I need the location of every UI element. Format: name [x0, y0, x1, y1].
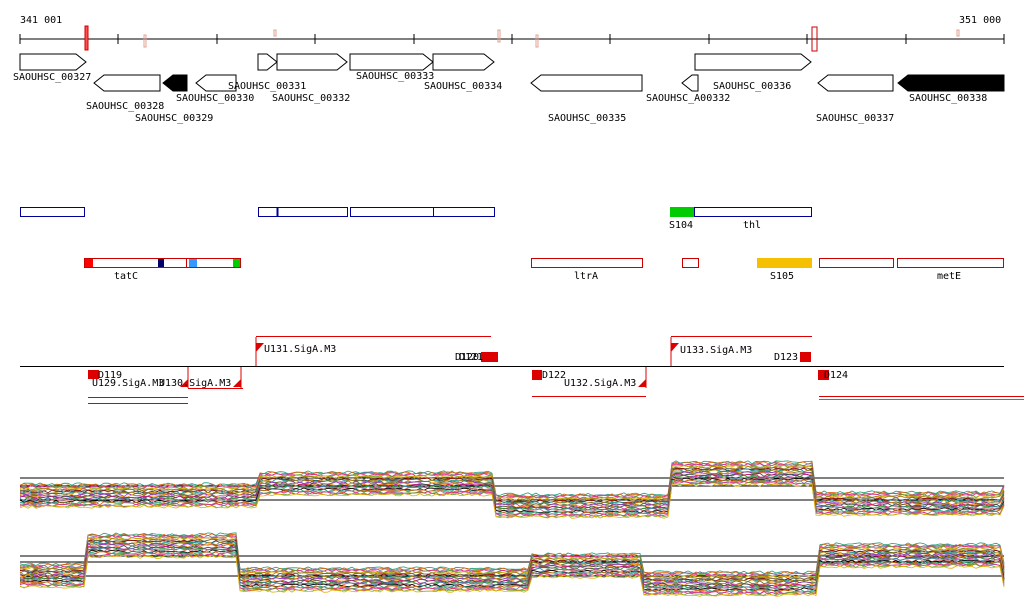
gene-label: SAOUHSC_00332: [272, 93, 350, 104]
gene-label: SAOUHSC_00329: [135, 113, 213, 124]
transcript-label-D121: D121: [459, 352, 483, 363]
gene-label: SAOUHSC_A00332: [646, 93, 730, 104]
expression-line: [19, 472, 1005, 508]
gene-arrow-SAOUHSC_00327[interactable]: [19, 53, 87, 71]
gene-label: SAOUHSC_00338: [909, 93, 987, 104]
expression-line: [19, 553, 1005, 595]
expression-line: [19, 463, 1005, 499]
segment-box-ltrA[interactable]: [531, 258, 643, 268]
gene-label: SAOUHSC_00327: [13, 72, 91, 83]
expression-line: [19, 473, 1005, 510]
segment-box[interactable]: [350, 207, 434, 217]
gene-label: SAOUHSC_00337: [816, 113, 894, 124]
expression-line: [19, 554, 1005, 597]
gene-arrow-SAOUHSC_00334[interactable]: [432, 53, 495, 71]
transcript-label-U129: U129.SigA.M3: [92, 378, 164, 389]
segment-label-metE: metE: [937, 271, 961, 282]
expression-line: [19, 544, 1005, 586]
transcript-track: D119 U129.SigA.M3 U130.SigA.M3 U131.SigA…: [20, 336, 1024, 404]
gene-arrow-SAOUHSC_00336[interactable]: [694, 53, 812, 71]
scale-end-label: 351 000: [959, 15, 1001, 26]
transcript-label-D122: D122: [542, 370, 566, 381]
blue-segment-track: S104 thl: [20, 207, 812, 231]
expression-line: [19, 464, 1005, 501]
segment-box-S104[interactable]: [670, 207, 695, 217]
segment-box[interactable]: [819, 258, 894, 268]
gene-label: SAOUHSC_00330: [176, 93, 254, 104]
gene-arrow-SAOUHSC_A00332[interactable]: [681, 74, 699, 92]
gene-track: SAOUHSC_00327 SAOUHSC_00328 SAOUHSC_0032…: [13, 53, 1005, 124]
segment-label-thl: thl: [743, 220, 761, 231]
scale-ticks: [19, 34, 1005, 44]
segment-label-tatC: tatC: [114, 271, 138, 282]
segment-box[interactable]: [433, 207, 495, 217]
segment-box[interactable]: [682, 258, 699, 268]
gene-arrow-SAOUHSC_00335[interactable]: [530, 74, 643, 92]
expression-line: [19, 541, 1005, 584]
transcript-label-D120: D120: [455, 352, 479, 363]
transcript-label-D124: D124: [824, 370, 848, 381]
expression-line: [19, 535, 1005, 577]
gene-label: SAOUHSC_00333: [356, 71, 434, 82]
transcript-label-D119: D119: [98, 370, 122, 381]
gene-label: SAOUHSC_00335: [548, 113, 626, 124]
segment-box[interactable]: [20, 207, 85, 217]
expression-profile-top: [19, 460, 1005, 519]
expression-line: [19, 478, 1005, 515]
segment-label-S105: S105: [770, 271, 794, 282]
expression-line: [19, 550, 1005, 593]
segment-box-thl[interactable]: [694, 207, 812, 217]
gene-label: SAOUHSC_00336: [713, 81, 791, 92]
gene-arrow-SAOUHSC_00329[interactable]: [162, 74, 188, 92]
scale-ruler: 341 001 351 000: [19, 15, 1005, 52]
expression-line: [19, 467, 1005, 504]
transcript-label-D123: D123: [774, 352, 798, 363]
gene-arrow-SAOUHSC_00332[interactable]: [276, 53, 348, 71]
segment-label-S104: S104: [669, 220, 693, 231]
transcript-markers: [88, 343, 829, 387]
gene-arrow-SAOUHSC_00337[interactable]: [817, 74, 894, 92]
gene-arrow-SAOUHSC_00330[interactable]: [195, 74, 237, 92]
transcript-label-U132: U132.SigA.M3: [564, 378, 636, 389]
gene-arrow-SAOUHSC_00328[interactable]: [93, 74, 161, 92]
segment-box-metE[interactable]: [897, 258, 1004, 268]
expression-line: [19, 548, 1005, 591]
transcript-label-U130: U130.SigA.M3: [159, 378, 231, 389]
expression-line: [19, 539, 1005, 582]
expression-line: [19, 482, 1005, 519]
gene-arrow-SAOUHSC_00338[interactable]: [897, 74, 1005, 92]
scale-markers: [84, 25, 960, 52]
segment-box-S105[interactable]: [757, 258, 812, 268]
red-segment-track: tatC ltrA S105 metE: [84, 258, 1004, 282]
expression-profile-bottom: [19, 532, 1005, 597]
gene-label: SAOUHSC_00334: [424, 81, 502, 92]
segment-box[interactable]: [258, 207, 348, 217]
transcript-label-U133: U133.SigA.M3: [680, 345, 752, 356]
transcript-label-U131: U131.SigA.M3: [264, 344, 336, 355]
gene-arrow-SAOUHSC_00333[interactable]: [349, 53, 434, 71]
segment-label-ltrA: ltrA: [574, 271, 598, 282]
gene-arrow-SAOUHSC_00331[interactable]: [257, 53, 278, 71]
scale-start-label: 341 001: [20, 15, 62, 26]
gene-label: SAOUHSC_00328: [86, 101, 164, 112]
gene-label: SAOUHSC_00331: [228, 81, 306, 92]
